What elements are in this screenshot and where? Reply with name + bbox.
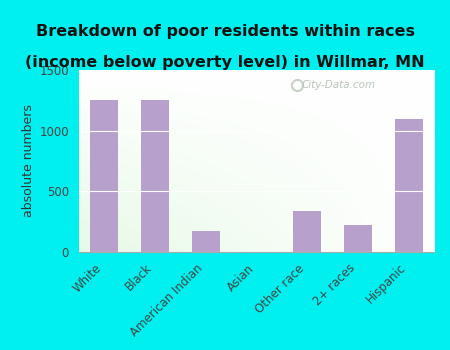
Bar	[395, 119, 423, 252]
Bar	[344, 225, 372, 252]
Bar	[293, 211, 321, 252]
Text: Breakdown of poor residents within races: Breakdown of poor residents within races	[36, 24, 414, 39]
Bar	[141, 100, 169, 252]
Y-axis label: absolute numbers: absolute numbers	[22, 105, 35, 217]
Bar	[90, 100, 118, 252]
Text: City-Data.com: City-Data.com	[301, 79, 375, 90]
Bar	[192, 231, 220, 252]
Text: (income below poverty level) in Willmar, MN: (income below poverty level) in Willmar,…	[25, 56, 425, 70]
